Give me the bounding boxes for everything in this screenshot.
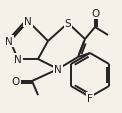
Text: N: N — [5, 37, 13, 47]
Text: F: F — [87, 93, 93, 103]
Text: S: S — [65, 19, 71, 29]
Text: N: N — [54, 64, 62, 74]
Text: N: N — [14, 54, 22, 64]
Text: O: O — [91, 9, 99, 19]
Text: O: O — [12, 76, 20, 86]
Text: N: N — [24, 17, 32, 27]
